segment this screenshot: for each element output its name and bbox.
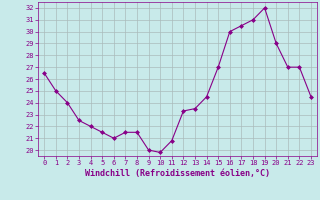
X-axis label: Windchill (Refroidissement éolien,°C): Windchill (Refroidissement éolien,°C): [85, 169, 270, 178]
